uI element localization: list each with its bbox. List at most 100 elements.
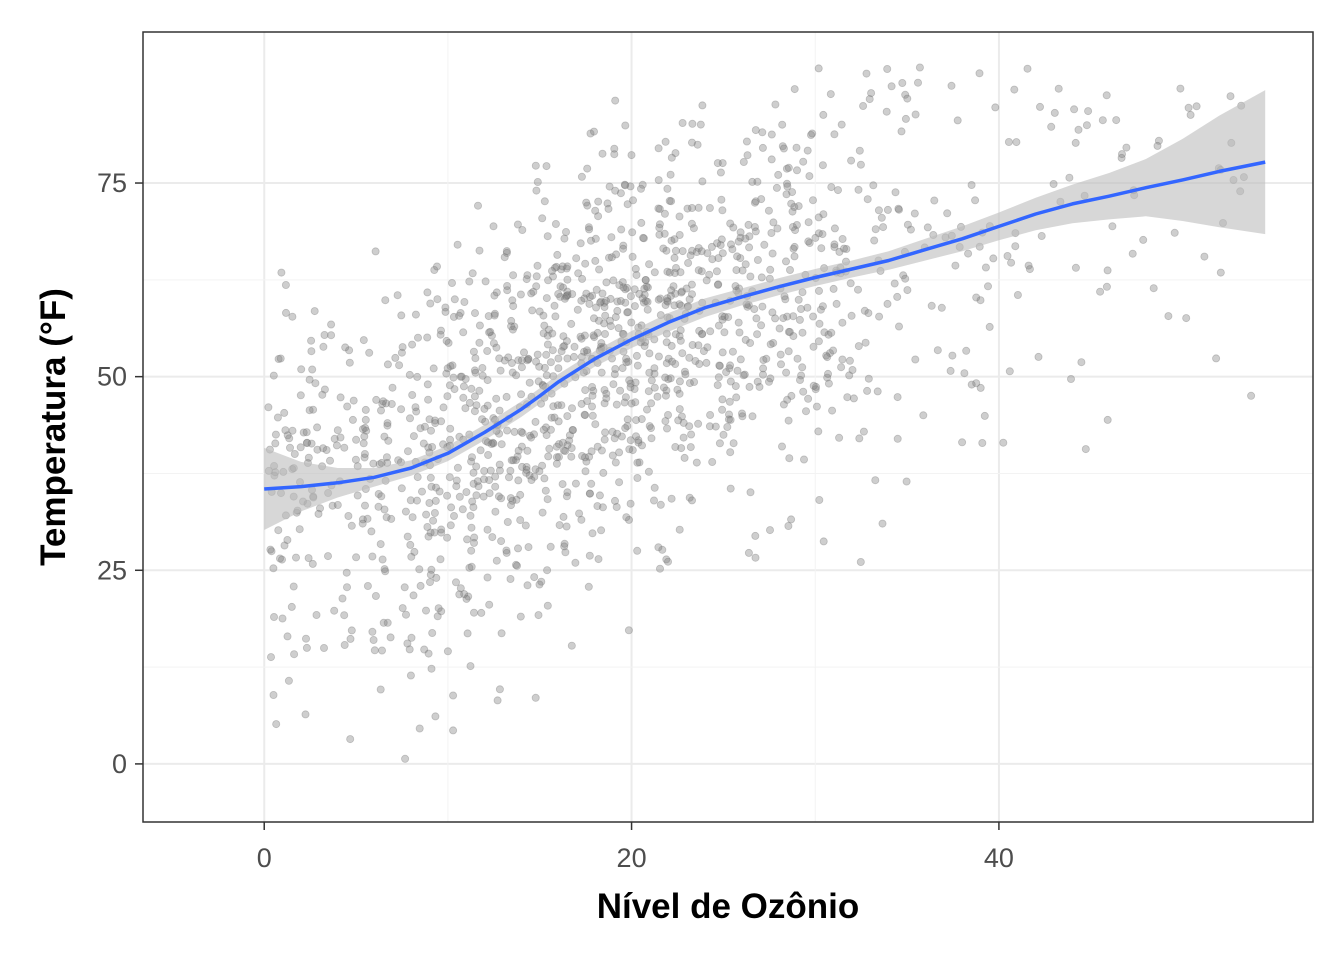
data-point — [344, 512, 353, 521]
data-point — [569, 426, 578, 435]
data-point — [840, 244, 849, 253]
data-point — [484, 450, 493, 459]
data-point — [605, 253, 614, 262]
data-point — [661, 300, 670, 309]
data-point — [423, 333, 432, 342]
data-point — [426, 570, 435, 579]
data-point — [835, 433, 844, 442]
data-point — [312, 611, 321, 620]
data-point — [1176, 84, 1185, 93]
data-point — [717, 195, 726, 204]
data-point — [453, 463, 462, 472]
data-point — [1149, 284, 1158, 293]
data-point — [523, 446, 532, 455]
data-point — [485, 489, 494, 498]
data-point — [563, 275, 572, 284]
data-point — [960, 369, 969, 378]
data-point — [277, 555, 286, 564]
data-point — [873, 387, 882, 396]
confidence-ribbon — [264, 90, 1266, 530]
data-point — [535, 467, 544, 476]
data-point — [717, 235, 726, 244]
data-point — [743, 151, 752, 160]
data-point — [824, 330, 833, 339]
data-point — [767, 130, 776, 139]
data-point — [469, 468, 478, 477]
data-point — [544, 325, 553, 334]
data-point — [739, 371, 748, 380]
data-point — [654, 176, 663, 185]
data-point — [358, 519, 367, 528]
data-point — [463, 535, 472, 544]
data-point — [497, 494, 506, 503]
data-point — [382, 399, 391, 408]
data-point — [647, 399, 656, 408]
data-point — [271, 439, 280, 448]
data-point — [369, 459, 378, 468]
data-point — [431, 419, 440, 428]
data-point — [812, 382, 821, 391]
data-point — [694, 419, 703, 428]
data-point — [688, 496, 697, 505]
data-point — [287, 602, 296, 611]
data-point — [618, 278, 627, 287]
data-point — [266, 653, 275, 662]
data-point — [590, 314, 599, 323]
data-point — [561, 292, 570, 301]
data-point — [864, 374, 873, 383]
data-point — [745, 232, 754, 241]
data-point — [274, 526, 283, 535]
data-point — [494, 492, 503, 501]
data-point — [675, 300, 684, 309]
data-point — [575, 509, 584, 518]
data-point — [650, 268, 659, 277]
data-point — [631, 398, 640, 407]
data-point — [401, 507, 410, 516]
data-point — [443, 491, 452, 500]
data-point — [379, 618, 388, 627]
data-point — [377, 492, 386, 501]
data-point — [860, 306, 869, 315]
data-point — [727, 240, 736, 249]
data-point — [363, 514, 372, 523]
data-point — [688, 203, 697, 212]
data-point — [671, 246, 680, 255]
data-point — [882, 107, 891, 116]
data-point — [617, 432, 626, 441]
data-point — [554, 452, 563, 461]
data-point — [1226, 92, 1235, 101]
data-point — [616, 189, 625, 198]
data-point — [461, 374, 470, 383]
data-point — [662, 338, 671, 347]
data-point — [644, 467, 653, 476]
data-point — [543, 340, 552, 349]
data-point — [623, 200, 632, 209]
data-point — [817, 244, 826, 253]
data-point — [537, 577, 546, 586]
data-point — [758, 143, 767, 152]
data-point — [327, 320, 336, 329]
data-point — [556, 292, 565, 301]
data-point — [797, 371, 806, 380]
data-point — [587, 236, 596, 245]
data-point — [661, 373, 670, 382]
data-point — [675, 405, 684, 414]
data-point — [906, 225, 915, 234]
data-point — [546, 542, 555, 551]
data-point — [516, 290, 525, 299]
data-point — [1164, 312, 1173, 321]
data-point — [381, 296, 390, 305]
data-point — [675, 389, 684, 398]
data-point — [634, 438, 643, 447]
data-point — [502, 248, 511, 257]
data-point — [534, 377, 543, 386]
y-tick-label: 0 — [112, 749, 127, 779]
data-point — [559, 332, 568, 341]
data-point — [532, 357, 541, 366]
data-point — [613, 429, 622, 438]
data-point — [601, 311, 610, 320]
data-point — [570, 352, 579, 361]
data-point — [726, 484, 735, 493]
data-point — [272, 720, 281, 729]
data-point — [828, 406, 837, 415]
